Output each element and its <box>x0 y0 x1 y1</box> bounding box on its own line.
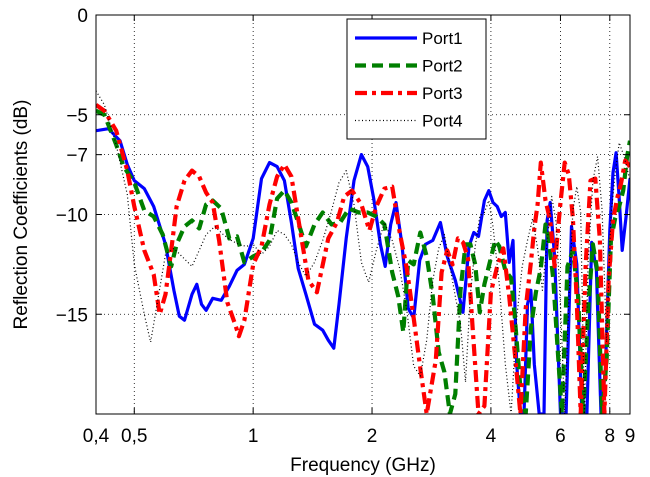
x-axis-title: Frequency (GHz) <box>290 455 436 476</box>
legend-label-port2: Port2 <box>422 57 463 76</box>
y-tick-label: −7 <box>66 146 88 167</box>
legend-label-port1: Port1 <box>422 29 463 48</box>
y-tick-label: −5 <box>66 106 88 127</box>
series-line-port1 <box>96 127 630 414</box>
series-lines <box>96 90 630 414</box>
x-tick-label: 2 <box>367 426 378 447</box>
y-tick-label: −15 <box>56 305 88 326</box>
legend-label-port4: Port4 <box>422 112 463 131</box>
x-tick-label: 1 <box>248 426 259 447</box>
x-tick-label: 8 <box>605 426 616 447</box>
x-tick-label: 9 <box>625 426 636 447</box>
y-tick-label: 0 <box>77 6 88 27</box>
legend: Port1 Port2 Port3 Port4 <box>346 18 487 140</box>
y-axis-title: Reflection Coefficients (dB) <box>11 100 32 330</box>
x-tick-label: 6 <box>555 426 566 447</box>
axis-ticks: 0,4 0,5 1 2 4 6 8 9 0 −5 −7 −10 −15 <box>56 6 636 447</box>
x-tick-label: 0,4 <box>83 426 110 447</box>
legend-label-port3: Port3 <box>422 84 463 103</box>
x-tick-label: 0,5 <box>121 426 147 447</box>
x-tick-label: 4 <box>486 426 497 447</box>
series-line-port3 <box>96 103 630 414</box>
y-tick-label: −10 <box>56 206 88 227</box>
